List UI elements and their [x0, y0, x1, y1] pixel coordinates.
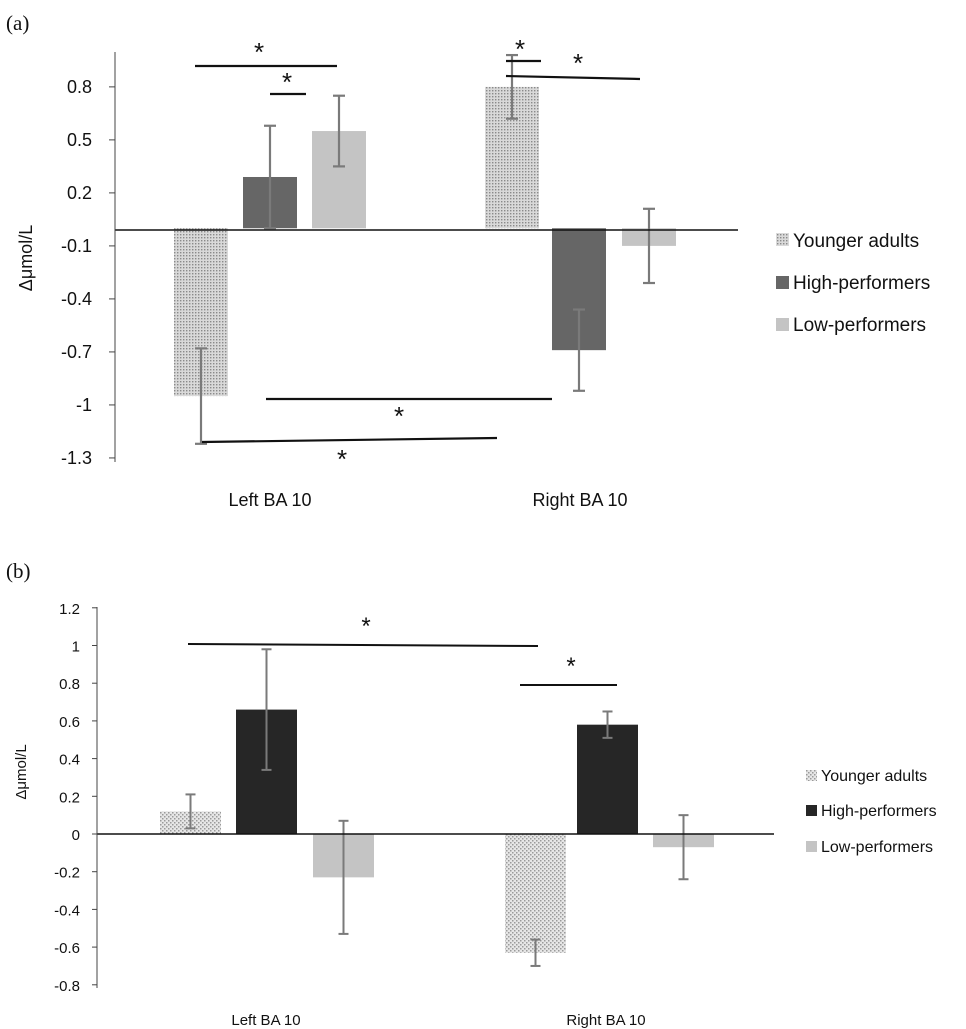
legend-a-label-high: High-performers	[793, 273, 930, 294]
error-bar	[195, 347, 207, 445]
sig-star-a2: *	[282, 67, 292, 97]
error-bar	[333, 94, 345, 168]
panel-b-error-bars	[185, 648, 689, 967]
legend-b-label-low: Low-performers	[821, 839, 933, 856]
sig-star-a6: *	[337, 444, 347, 474]
panel-b-label: (b)	[6, 559, 31, 583]
y-tick-label: 0.2	[59, 789, 80, 806]
y-tick-label: 1	[72, 639, 80, 656]
x-category-label: Right BA 10	[566, 1012, 645, 1029]
panel-b-bars	[160, 709, 714, 953]
panel-b-legend: Younger adults High-performers Low-perfo…	[806, 768, 937, 856]
error-bar	[506, 53, 518, 120]
error-bar	[261, 648, 272, 771]
sig-line-b1	[187, 643, 539, 647]
y-tick-label: 0	[72, 827, 80, 844]
y-tick-label: 0.8	[67, 77, 92, 97]
error-bar	[643, 207, 655, 285]
legend-b-label-high: High-performers	[821, 803, 937, 820]
bar-high-performers-right	[577, 724, 638, 834]
legend-a-label-younger: Younger adults	[793, 231, 919, 252]
panel-a-label: (a)	[6, 11, 29, 35]
error-bar	[338, 819, 349, 935]
y-tick-label: 0.2	[67, 183, 92, 203]
sig-line-a4	[505, 74, 641, 81]
sig-line-a6	[201, 436, 498, 444]
y-tick-label: -0.2	[54, 865, 80, 882]
error-bar	[602, 710, 613, 739]
legend-a-swatch-low	[776, 318, 789, 331]
y-tick-label: 1.2	[59, 601, 80, 618]
x-category-label: Right BA 10	[532, 490, 627, 510]
y-tick-label: -0.4	[54, 902, 80, 919]
y-tick-label: -1.3	[61, 448, 92, 468]
panel-b-categories: Left BA 10 Right BA 10	[231, 1012, 645, 1029]
panel-a-categories: Left BA 10 Right BA 10	[228, 490, 627, 510]
panel-a-y-axis-label: Δμmol/L	[16, 225, 36, 291]
y-tick-label: -0.8	[54, 978, 80, 995]
sig-star-a1: *	[254, 37, 264, 67]
error-bar	[678, 814, 689, 881]
legend-a-label-low: Low-performers	[793, 315, 926, 336]
panel-a-error-bars	[195, 53, 655, 445]
sig-star-a5: *	[394, 401, 404, 431]
panel-b-y-axis: 1.2 1 0.8 0.6 0.4 0.2 0 -0.2 -0.4 -0.6 -0.8	[54, 601, 97, 995]
panel-a-bars	[174, 86, 676, 397]
legend-a-swatch-younger	[776, 233, 789, 246]
y-tick-label: 0.6	[59, 714, 80, 731]
panel-a: (a) 0.80.50.2-0.1-0.4-0.7-1-1.3 Δμmol/L …	[6, 11, 930, 510]
y-tick-label: -0.1	[61, 236, 92, 256]
sig-star-b1: *	[361, 613, 370, 640]
sig-star-a4: *	[573, 48, 583, 78]
legend-b-swatch-low	[806, 841, 817, 852]
y-tick-label: 0.5	[67, 130, 92, 150]
error-bar	[530, 938, 541, 967]
y-tick-label: -0.6	[54, 940, 80, 957]
y-tick-label: 0.4	[59, 752, 80, 769]
panel-b: (b) 1.2 1 0.8 0.6 0.4 0.2 0 -0.2 -0.4 -0.6 -0.8 Δμ…	[6, 559, 937, 1029]
legend-b-label-younger: Younger adults	[821, 768, 927, 785]
y-tick-label: -0.7	[61, 342, 92, 362]
y-tick-label: -1	[76, 395, 92, 415]
panel-b-significance	[187, 643, 617, 686]
bar-younger-adults-right	[505, 834, 566, 953]
panel-a-significance	[195, 59, 641, 444]
sig-star-b2: *	[566, 653, 575, 680]
x-category-label: Left BA 10	[231, 1012, 300, 1029]
sig-star-a3: *	[515, 34, 525, 64]
x-category-label: Left BA 10	[228, 490, 311, 510]
legend-a-swatch-high	[776, 276, 789, 289]
panel-a-legend: Younger adults High-performers Low-perfo…	[776, 231, 930, 336]
legend-b-swatch-high	[806, 805, 817, 816]
panel-a-y-axis: 0.8 0.5 0.2 -0.1 -0.4 -0.7 -1 -1.3	[61, 77, 115, 468]
y-tick-label: 0.8	[59, 676, 80, 693]
error-bar	[573, 308, 585, 392]
error-bar	[264, 124, 276, 230]
panel-b-y-axis-label: Δμmol/L	[13, 744, 30, 799]
error-bar	[185, 793, 196, 830]
y-tick-label: -0.4	[61, 289, 92, 309]
legend-b-swatch-younger	[806, 770, 817, 781]
